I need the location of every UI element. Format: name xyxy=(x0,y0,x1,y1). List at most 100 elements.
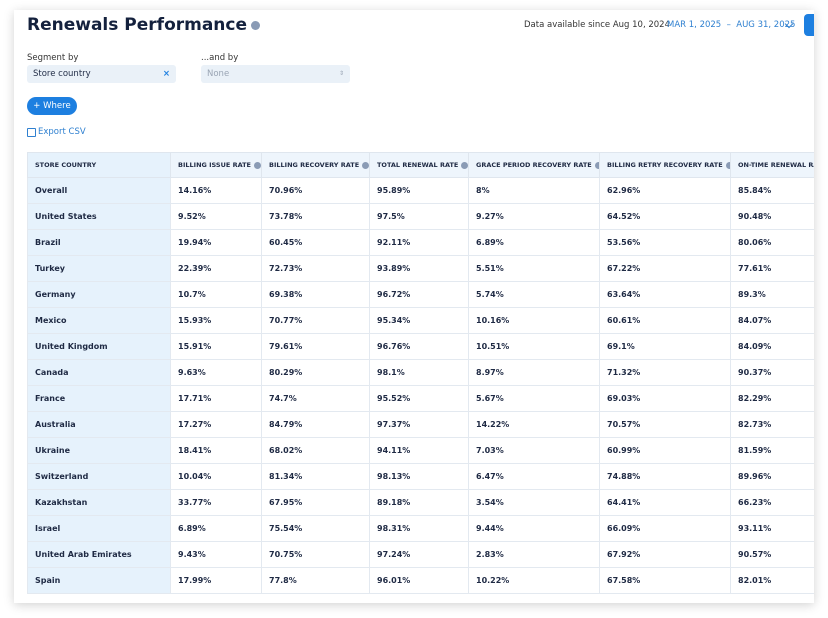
rate-cell: 17.27% xyxy=(170,411,262,438)
rate-cell: 84.09% xyxy=(730,333,814,360)
rate-cell: 9.43% xyxy=(170,541,262,568)
table-row: Israel 6.89% 75.54% 98.31% 9.44% 66.09% 93.11% xyxy=(27,515,814,542)
rate-cell: 60.45% xyxy=(261,229,370,256)
rate-cell: 68.02% xyxy=(261,437,370,464)
column-header-text: TOTAL RENEWAL RATE xyxy=(377,161,459,169)
rate-cell: 89.96% xyxy=(730,463,814,490)
rate-cell: 70.57% xyxy=(599,411,731,438)
rate-cell: 97.5% xyxy=(369,203,469,230)
rate-cell: 3.54% xyxy=(468,489,600,516)
rate-cell: 89.3% xyxy=(730,281,814,308)
rate-cell: 6.89% xyxy=(170,515,262,542)
rate-cell: 73.78% xyxy=(261,203,370,230)
rate-cell: 10.7% xyxy=(170,281,262,308)
table-row: Turkey 22.39% 72.73% 93.89% 5.51% 67.22% 77.61… xyxy=(27,255,814,282)
clear-icon[interactable]: × xyxy=(162,69,170,79)
rate-cell: 71.32% xyxy=(599,359,731,386)
column-header: BILLING RETRY RECOVERY RATE xyxy=(599,152,731,178)
action-button[interactable] xyxy=(804,14,814,36)
rate-cell: 15.93% xyxy=(170,307,262,334)
rate-cell: 90.57% xyxy=(730,541,814,568)
table-row: Kazakhstan 33.77% 67.95% 89.18% 3.54% 64.41% 6… xyxy=(27,489,814,516)
country-cell: Brazil xyxy=(27,229,171,256)
rate-cell: 98.1% xyxy=(369,359,469,386)
and-by-value: None xyxy=(207,69,230,79)
rate-cell: 66.23% xyxy=(730,489,814,516)
report-card: Renewals Performance Data available sinc… xyxy=(14,10,814,603)
rate-cell: 80.06% xyxy=(730,229,814,256)
table-row: Mexico 15.93% 70.77% 95.34% 10.16% 60.61% 84.0… xyxy=(27,307,814,334)
country-cell: Kazakhstan xyxy=(27,489,171,516)
country-cell: Overall xyxy=(27,177,171,204)
data-table: STORE COUNTRY BILLING ISSUE RATE BILLING R… xyxy=(27,152,814,594)
rate-cell: 84.07% xyxy=(730,307,814,334)
country-cell: United States xyxy=(27,203,171,230)
country-cell: Spain xyxy=(27,567,171,594)
export-csv[interactable]: Export CSV xyxy=(38,127,86,137)
rate-cell: 74.7% xyxy=(261,385,370,412)
rate-cell: 82.73% xyxy=(730,411,814,438)
rate-cell: 2.83% xyxy=(468,541,600,568)
rate-cell: 19.94% xyxy=(170,229,262,256)
rate-cell: 5.74% xyxy=(468,281,600,308)
rate-cell: 77.8% xyxy=(261,567,370,594)
rate-cell: 93.11% xyxy=(730,515,814,542)
column-header: BILLING RECOVERY RATE xyxy=(261,152,370,178)
rate-cell: 10.51% xyxy=(468,333,600,360)
column-header: TOTAL RENEWAL RATE xyxy=(369,152,469,178)
table-body: Overall 14.16% 70.96% 95.89% 8% 62.96% 85.84% U… xyxy=(27,177,814,594)
column-header-text: BILLING ISSUE RATE xyxy=(178,161,251,169)
help-icon xyxy=(725,161,730,169)
segment-select[interactable]: Store country × xyxy=(27,65,176,83)
country-cell: Mexico xyxy=(27,307,171,334)
rate-cell: 62.96% xyxy=(599,177,731,204)
rate-cell: 98.31% xyxy=(369,515,469,542)
help-icon xyxy=(461,161,468,169)
rate-cell: 96.01% xyxy=(369,567,469,594)
where-button[interactable]: + Where xyxy=(27,97,77,115)
rate-cell: 92.11% xyxy=(369,229,469,256)
rate-cell: 85.84% xyxy=(730,177,814,204)
rate-cell: 64.52% xyxy=(599,203,731,230)
rate-cell: 60.61% xyxy=(599,307,731,334)
rate-cell: 96.76% xyxy=(369,333,469,360)
country-cell: Germany xyxy=(27,281,171,308)
rate-cell: 7.03% xyxy=(468,437,600,464)
table-row: United States 9.52% 73.78% 97.5% 9.27% 64.52%… xyxy=(27,203,814,230)
rate-cell: 9.63% xyxy=(170,359,262,386)
rate-cell: 97.37% xyxy=(369,411,469,438)
rate-cell: 67.92% xyxy=(599,541,731,568)
rate-cell: 6.47% xyxy=(468,463,600,490)
rate-cell: 9.27% xyxy=(468,203,600,230)
table-row: Canada 9.63% 80.29% 98.1% 8.97% 71.32% 90.37% xyxy=(27,359,814,386)
rate-cell: 10.16% xyxy=(468,307,600,334)
column-header-text: STORE COUNTRY xyxy=(35,161,97,169)
rate-cell: 10.22% xyxy=(468,567,600,594)
table-row: France 17.71% 74.7% 95.52% 5.67% 69.03% 82.29% xyxy=(27,385,814,412)
table-row: Ukraine 18.41% 68.02% 94.11% 7.03% 60.99% 81.5… xyxy=(27,437,814,464)
rate-cell: 22.39% xyxy=(170,255,262,282)
and-by-select[interactable]: None ⇕ xyxy=(201,65,350,83)
segment-value: Store country xyxy=(33,69,91,79)
table-row: Switzerland 10.04% 81.34% 98.13% 6.47% 74.88%… xyxy=(27,463,814,490)
where-text: Where xyxy=(43,101,71,111)
rate-cell: 15.91% xyxy=(170,333,262,360)
rate-cell: 81.34% xyxy=(261,463,370,490)
rate-cell: 66.09% xyxy=(599,515,731,542)
rate-cell: 33.77% xyxy=(170,489,262,516)
rate-cell: 89.18% xyxy=(369,489,469,516)
column-header-text: BILLING RETRY RECOVERY RATE xyxy=(607,161,723,169)
table-row: Brazil 19.94% 60.45% 92.11% 6.89% 53.56% 80.06… xyxy=(27,229,814,256)
help-icon xyxy=(594,161,599,169)
rate-cell: 53.56% xyxy=(599,229,731,256)
rate-cell: 67.58% xyxy=(599,567,731,594)
rate-cell: 8.97% xyxy=(468,359,600,386)
title-text: Renewals Performance xyxy=(27,15,248,35)
rate-cell: 5.51% xyxy=(468,255,600,282)
help-icon xyxy=(254,161,261,169)
data-note: Data available since Aug 10, 2024 xyxy=(524,20,670,30)
help-icon[interactable] xyxy=(251,20,261,30)
country-cell: Australia xyxy=(27,411,171,438)
rate-cell: 84.79% xyxy=(261,411,370,438)
date-range[interactable]: MAR 1, 2025 – AUG 31, 2025 xyxy=(667,20,796,30)
